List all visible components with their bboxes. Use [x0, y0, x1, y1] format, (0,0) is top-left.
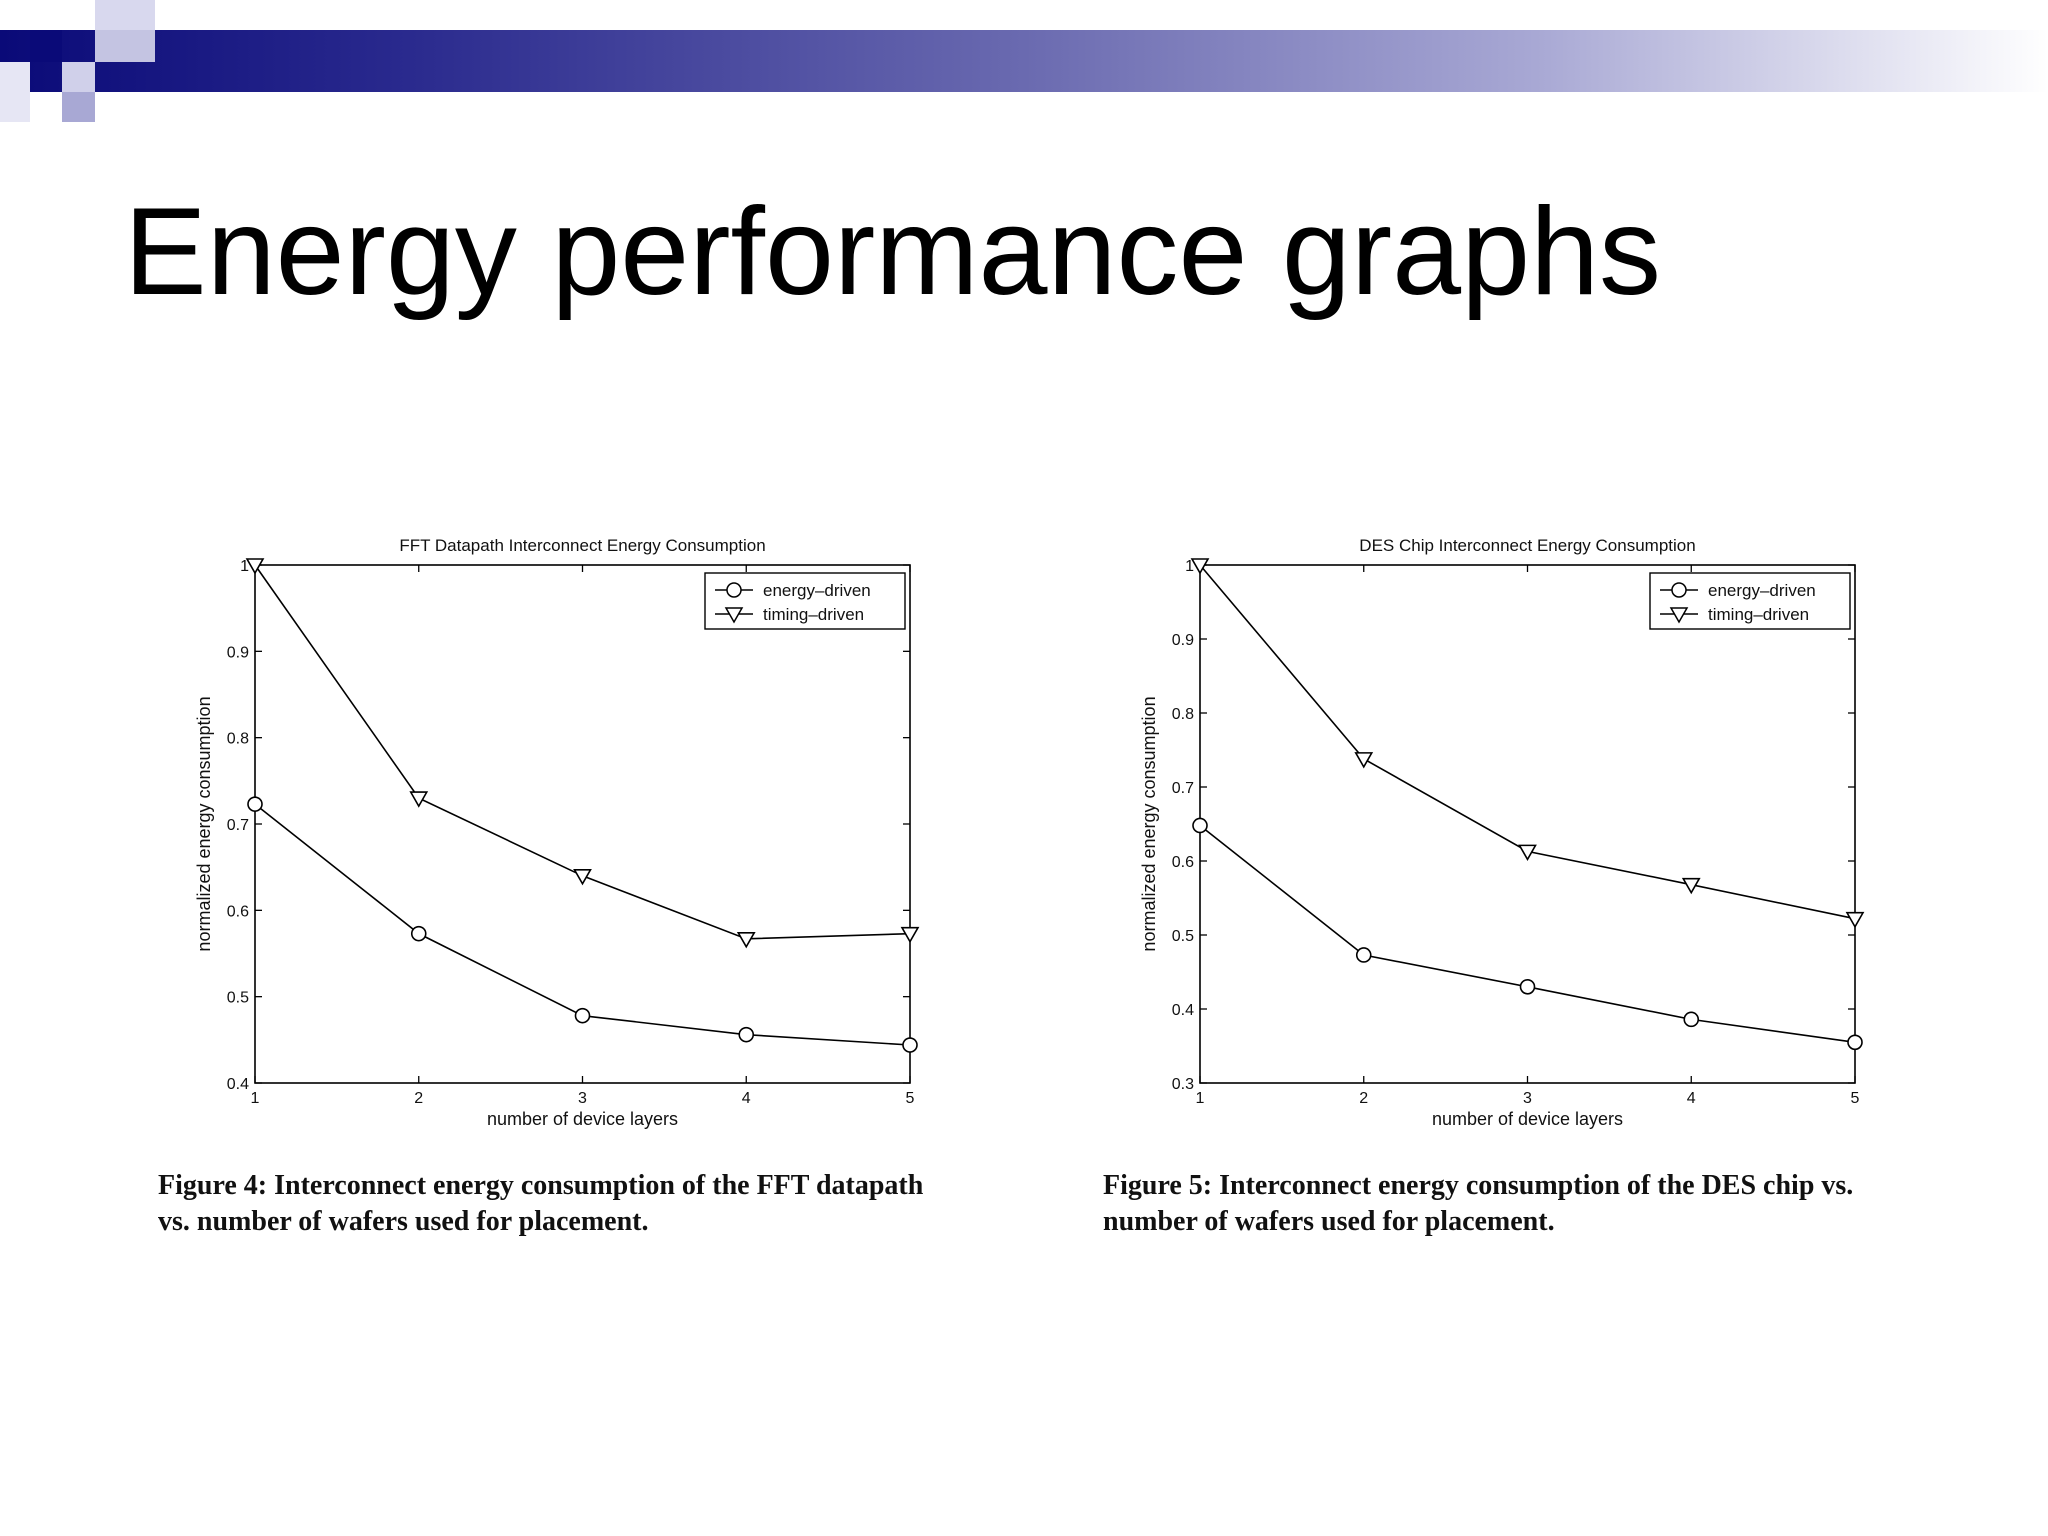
- chart-title: FFT Datapath Interconnect Energy Consump…: [399, 536, 765, 555]
- data-point-circle: [1683, 1011, 1700, 1028]
- figure-caption: Figure 5: Interconnect energy consumptio…: [1103, 1170, 1854, 1237]
- y-tick-label: 0.6: [227, 903, 249, 920]
- x-tick-label: 2: [414, 1090, 423, 1107]
- data-point-circle: [574, 1007, 591, 1024]
- data-point-circle: [247, 796, 263, 812]
- legend-box: [704, 572, 906, 630]
- legend-marker-circle: [1671, 582, 1687, 598]
- data-point-circle: [410, 925, 427, 942]
- legend-label: energy–driven: [1708, 581, 1816, 600]
- y-tick-label: 0.7: [1172, 780, 1194, 797]
- data-point-circle: [1355, 947, 1372, 963]
- x-tick-label: 1: [1196, 1090, 1205, 1107]
- data-point-triangle: [736, 932, 756, 949]
- deco-square-dark: [30, 30, 62, 62]
- legend-label: timing–driven: [1708, 605, 1809, 624]
- y-tick-label: 0.9: [227, 644, 249, 661]
- y-axis-label: normalized energy consumption: [1139, 696, 1159, 951]
- x-tick-label: 5: [1851, 1090, 1860, 1107]
- figure-des: DES Chip Interconnect Energy Consumption…: [1095, 520, 1935, 1250]
- plot-area-frame: [1199, 564, 1856, 1084]
- data-point-triangle: [1518, 844, 1537, 861]
- x-tick-label: 4: [1687, 1090, 1696, 1107]
- header-gradient-bar: [0, 30, 2048, 92]
- y-tick-label: 0.9: [1172, 632, 1194, 649]
- legend-label: timing–driven: [763, 605, 864, 624]
- y-tick-label: 0.4: [227, 1076, 249, 1093]
- data-point-triangle: [1354, 752, 1374, 769]
- x-tick-label: 5: [906, 1090, 915, 1107]
- data-point-circle: [1519, 978, 1536, 995]
- y-tick-label: 0.8: [227, 731, 249, 748]
- figure-caption: Figure 4: Interconnect energy consumptio…: [158, 1170, 924, 1237]
- data-point-circle: [1847, 1034, 1863, 1051]
- data-point-triangle: [1190, 558, 1210, 575]
- y-tick-label: 0.3: [1172, 1076, 1194, 1093]
- deco-square-light-3: [95, 30, 155, 62]
- deco-square-mid: [62, 92, 95, 122]
- y-tick-label: 0.6: [1172, 854, 1194, 871]
- data-point-circle: [1192, 817, 1208, 834]
- deco-square-light-2: [95, 0, 155, 30]
- x-tick-label: 3: [578, 1090, 587, 1107]
- corner-squares-decoration: [0, 0, 160, 130]
- data-point-triangle: [900, 926, 920, 944]
- y-tick-label: 1: [240, 558, 249, 575]
- des-chart: DES Chip Interconnect Energy Consumption…: [1139, 536, 1865, 1129]
- data-point-triangle: [245, 558, 265, 575]
- deco-square-light-1: [0, 0, 30, 30]
- y-tick-label: 0.7: [227, 817, 249, 834]
- x-axis-label: number of device layers: [487, 1109, 678, 1129]
- x-tick-label: 4: [742, 1090, 751, 1107]
- fft-chart: FFT Datapath Interconnect Energy Consump…: [194, 536, 920, 1129]
- plot-area-frame: [254, 564, 911, 1084]
- y-tick-label: 1: [1185, 558, 1194, 575]
- chart-title: DES Chip Interconnect Energy Consumption: [1359, 536, 1695, 555]
- deco-square-light-5: [0, 62, 30, 122]
- y-tick-label: 0.4: [1172, 1002, 1194, 1019]
- deco-square-light-4: [62, 62, 95, 92]
- data-point-triangle: [1845, 911, 1865, 929]
- figure-fft: FFT Datapath Interconnect Energy Consump…: [150, 520, 990, 1250]
- page-title: Energy performance graphs: [124, 183, 1662, 321]
- legend-marker-triangle: [724, 607, 744, 624]
- data-point-triangle: [1681, 877, 1701, 895]
- legend-label: energy–driven: [763, 581, 871, 600]
- legend-marker-circle: [726, 582, 742, 598]
- data-point-triangle: [409, 791, 429, 808]
- x-axis-label: number of device layers: [1432, 1109, 1623, 1129]
- y-axis-label: normalized energy consumption: [194, 696, 214, 951]
- y-tick-label: 0.8: [1172, 706, 1194, 723]
- x-tick-label: 2: [1359, 1090, 1368, 1107]
- x-tick-label: 1: [251, 1090, 260, 1107]
- data-point-circle: [902, 1037, 918, 1053]
- data-point-triangle: [573, 868, 592, 886]
- y-tick-label: 0.5: [1172, 928, 1194, 945]
- x-tick-label: 3: [1523, 1090, 1532, 1107]
- data-point-circle: [738, 1026, 755, 1043]
- legend-marker-triangle: [1669, 607, 1689, 624]
- y-tick-label: 0.5: [227, 990, 249, 1007]
- legend-box: [1649, 572, 1851, 630]
